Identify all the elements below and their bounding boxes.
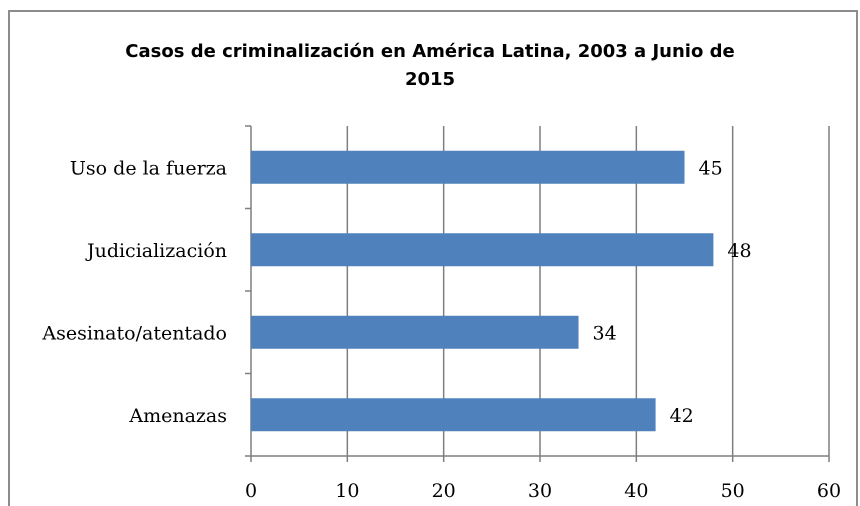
chart-title-line-2: 2015 (404, 69, 456, 90)
x-tick-label-5: 50 (721, 480, 745, 502)
x-tick-label-2: 20 (432, 480, 456, 502)
data-label-2: 34 (593, 322, 617, 344)
data-label-3: 42 (670, 405, 694, 427)
data-label-1: 48 (727, 240, 751, 262)
category-label-3: Amenazas (128, 405, 227, 427)
bar-3 (251, 398, 656, 432)
x-tick-label-0: 0 (245, 480, 257, 502)
x-tick-label-3: 30 (528, 480, 552, 502)
bar-2 (251, 315, 579, 349)
bar-0 (251, 150, 685, 184)
category-label-0: Uso de la fuerza (70, 157, 227, 179)
bar-1 (251, 233, 714, 267)
x-tick-label-4: 40 (624, 480, 648, 502)
chart-title: Casos de criminalización en América Lati… (0, 38, 860, 94)
chart-title-line-1: Casos de criminalización en América Lati… (125, 41, 735, 62)
x-tick-label-1: 10 (335, 480, 359, 502)
x-tick-label-6: 60 (817, 480, 841, 502)
category-label-1: Judicialización (85, 240, 227, 262)
category-label-2: Asesinato/atentado (41, 322, 227, 344)
data-label-0: 45 (699, 157, 723, 179)
